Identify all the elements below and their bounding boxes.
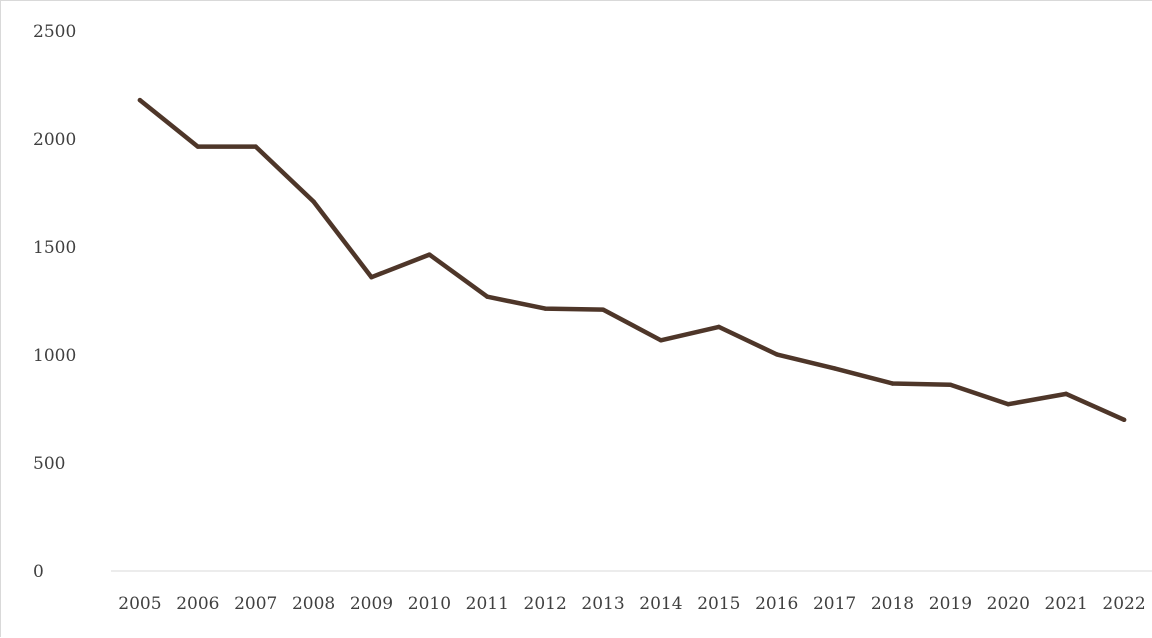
x-tick-label: 2007 xyxy=(234,594,277,614)
y-tick-label: 1500 xyxy=(33,238,76,258)
data-point xyxy=(1121,417,1127,422)
data-point xyxy=(253,144,258,149)
data-point xyxy=(369,275,374,280)
x-tick-label: 2022 xyxy=(1102,594,1145,614)
x-tick-label: 2013 xyxy=(581,594,624,614)
x-tick-label: 2012 xyxy=(524,594,567,614)
x-tick-label: 2020 xyxy=(987,594,1030,614)
y-tick-label: 2000 xyxy=(33,130,76,150)
x-tick-label: 2017 xyxy=(813,594,856,614)
data-point xyxy=(542,306,548,311)
data-point xyxy=(427,252,432,257)
data-point xyxy=(1006,402,1011,407)
x-tick-label: 2006 xyxy=(176,594,219,614)
y-tick-label: 0 xyxy=(33,562,44,582)
data-point xyxy=(658,338,664,343)
data-point xyxy=(137,97,143,103)
data-point xyxy=(948,382,953,388)
x-tick-label: 2019 xyxy=(929,594,972,614)
data-point xyxy=(890,381,895,386)
x-tick-label: 2009 xyxy=(350,594,393,614)
y-tick-label: 1000 xyxy=(33,346,76,366)
x-tick-label: 2014 xyxy=(639,594,682,614)
x-tick-label: 2016 xyxy=(755,594,798,614)
data-point xyxy=(832,366,837,371)
x-tick-label: 2008 xyxy=(292,594,335,614)
x-tick-label: 2018 xyxy=(871,594,914,614)
data-point xyxy=(716,324,722,330)
data-point xyxy=(195,144,201,149)
x-tick-label: 2015 xyxy=(697,594,740,614)
x-axis-ticks: 2005 2006 2007 2008 2009 2010 2011 2012 2013 2014… xyxy=(118,594,1145,614)
x-tick-label: 2005 xyxy=(118,594,161,614)
x-tick-label: 2010 xyxy=(408,594,451,614)
data-point xyxy=(600,307,606,312)
data-point xyxy=(485,294,490,299)
data-point xyxy=(311,199,316,204)
series-line xyxy=(137,97,1127,423)
series-group xyxy=(137,97,1127,423)
x-tick-label: 2021 xyxy=(1045,594,1088,614)
x-tick-label: 2011 xyxy=(466,594,509,614)
y-axis-ticks: 0 500 1000 1500 2000 2500 xyxy=(33,22,76,582)
y-tick-label: 500 xyxy=(33,454,65,474)
data-point xyxy=(1063,391,1069,397)
y-tick-label: 2500 xyxy=(33,22,76,42)
data-point xyxy=(774,352,779,357)
